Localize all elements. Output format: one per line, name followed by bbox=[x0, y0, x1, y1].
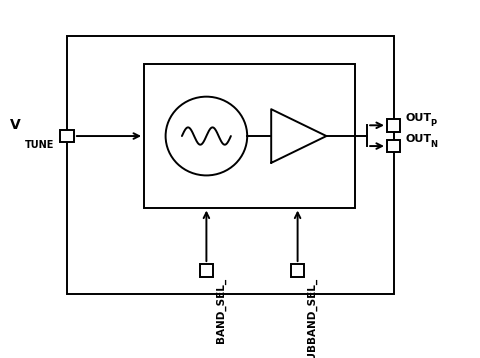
Bar bbox=[60, 130, 74, 142]
Text: SUBBAND_SEL_: SUBBAND_SEL_ bbox=[307, 279, 317, 358]
Text: TUNE: TUNE bbox=[25, 140, 54, 150]
Text: BAND_SEL_: BAND_SEL_ bbox=[216, 279, 226, 343]
Bar bbox=[387, 140, 400, 153]
Text: OUT: OUT bbox=[405, 134, 431, 144]
Text: OUT: OUT bbox=[405, 113, 431, 123]
Bar bbox=[291, 264, 304, 276]
Bar bbox=[144, 64, 355, 208]
Text: P: P bbox=[430, 119, 436, 128]
Ellipse shape bbox=[166, 97, 247, 175]
Bar bbox=[200, 264, 213, 276]
Text: N: N bbox=[430, 140, 437, 149]
Text: V: V bbox=[10, 118, 20, 132]
Bar bbox=[67, 36, 394, 294]
Bar bbox=[387, 119, 400, 131]
